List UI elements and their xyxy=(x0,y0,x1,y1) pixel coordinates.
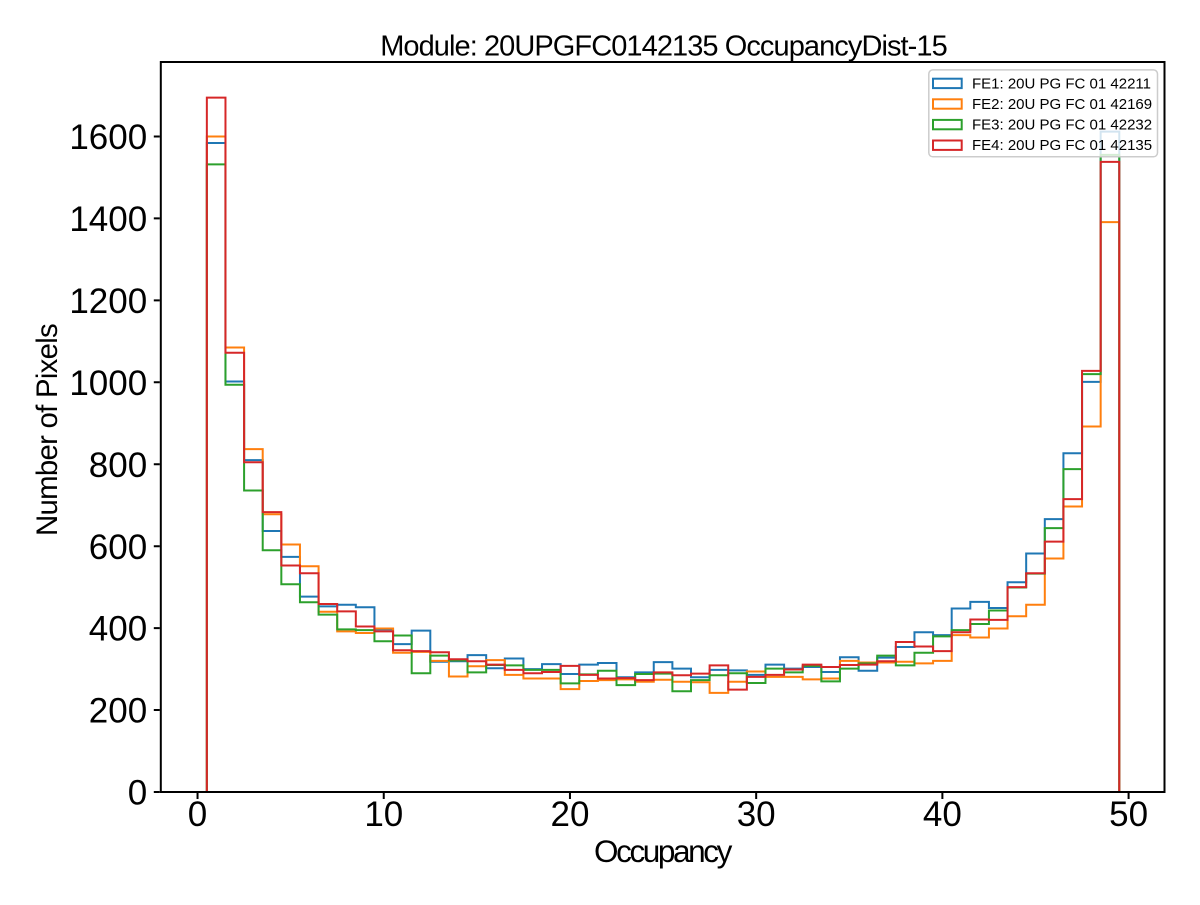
svg-text:FE1: 20U PG FC 01 42211: FE1: 20U PG FC 01 42211 xyxy=(972,75,1151,92)
svg-text:Occupancy: Occupancy xyxy=(594,833,733,869)
svg-text:FE2: 20U PG FC 01 42169: FE2: 20U PG FC 01 42169 xyxy=(972,96,1152,113)
svg-text:1600: 1600 xyxy=(69,118,147,157)
svg-text:1000: 1000 xyxy=(69,364,147,403)
svg-text:0: 0 xyxy=(128,774,147,813)
svg-text:FE4: 20U PG FC 01 42135: FE4: 20U PG FC 01 42135 xyxy=(972,137,1152,154)
svg-text:20: 20 xyxy=(551,795,590,834)
svg-text:FE3: 20U PG FC 01 42232: FE3: 20U PG FC 01 42232 xyxy=(972,117,1152,134)
svg-text:0: 0 xyxy=(188,795,207,834)
svg-text:400: 400 xyxy=(89,610,147,649)
svg-text:Number of Pixels: Number of Pixels xyxy=(31,324,64,536)
svg-text:1200: 1200 xyxy=(69,282,147,321)
svg-text:200: 200 xyxy=(89,692,147,731)
svg-text:10: 10 xyxy=(364,795,403,834)
svg-text:50: 50 xyxy=(1109,795,1148,834)
svg-text:800: 800 xyxy=(89,446,147,485)
svg-text:30: 30 xyxy=(737,795,776,834)
svg-text:40: 40 xyxy=(923,795,962,834)
svg-text:Module: 20UPGFC0142135 Occupan: Module: 20UPGFC0142135 OccupancyDist-15 xyxy=(380,30,947,62)
svg-text:600: 600 xyxy=(89,528,147,567)
svg-text:1400: 1400 xyxy=(69,200,147,239)
